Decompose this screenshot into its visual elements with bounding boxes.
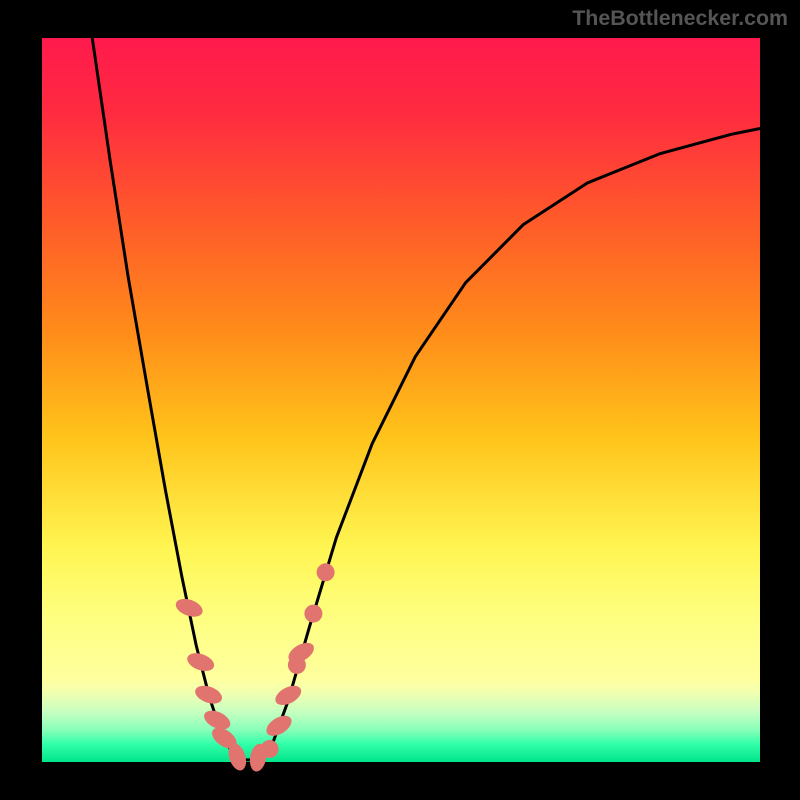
curve-markers <box>173 563 334 773</box>
curve-segment <box>262 129 760 760</box>
marker-pill <box>185 650 217 675</box>
marker-pill <box>193 682 225 707</box>
marker-dot <box>304 605 322 623</box>
curve-layer <box>0 0 800 800</box>
marker-dot <box>317 563 335 581</box>
chart-container: TheBottlenecker.com <box>0 0 800 800</box>
marker-pill <box>272 682 304 709</box>
bottleneck-curve <box>92 38 760 760</box>
marker-pill <box>263 712 295 740</box>
marker-dot <box>261 740 279 758</box>
curve-segment <box>92 38 240 760</box>
watermark-text: TheBottlenecker.com <box>572 6 788 31</box>
